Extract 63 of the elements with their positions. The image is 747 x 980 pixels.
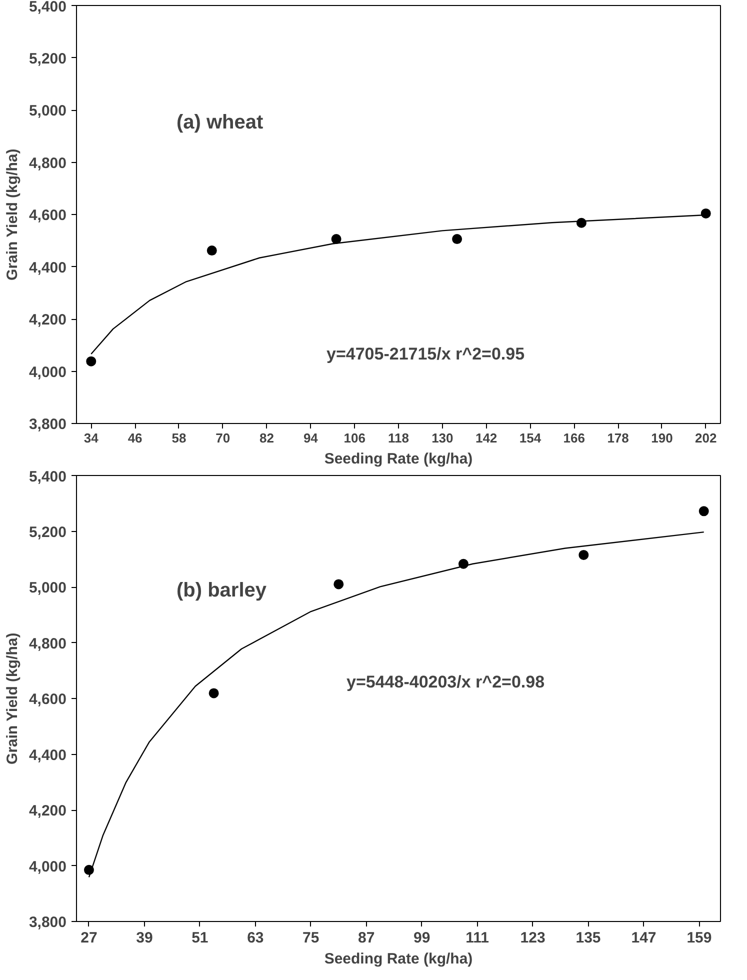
y-tick-label: 4,400	[28, 746, 67, 764]
x-tick-label: 99	[414, 930, 430, 946]
x-tick-label: 94	[303, 430, 319, 446]
x-tick-label: 27	[80, 930, 98, 946]
text: (a) wheat	[176, 112, 264, 134]
annotation: y=5448-40203/x r^2=0.98	[346, 672, 545, 692]
x-axis-title: Seeding Rate (kg/ha)	[324, 950, 473, 968]
x-tick-label: 142	[475, 430, 498, 446]
x-tick-label: 166	[563, 430, 585, 446]
x-tick-label: 202	[695, 430, 717, 446]
y-tick-label: 4,400	[28, 259, 67, 276]
x-tick-label: 87	[358, 930, 375, 946]
x-tick-label: 190	[651, 430, 673, 446]
point	[452, 234, 462, 244]
x-tick-label: 111	[466, 930, 490, 946]
x-tick-label: 39	[136, 930, 153, 946]
x-tick-label: 154	[519, 430, 542, 446]
x-tick-label: 159	[686, 930, 712, 946]
y-tick-label: 5,000	[28, 580, 67, 596]
y-tick-label: 5,400	[28, 0, 67, 16]
x-tick-label: 147	[631, 930, 656, 946]
y-tick-label: 5,000	[28, 102, 67, 120]
annotation: y=4705-21715/x r^2=0.95	[326, 344, 525, 364]
point	[700, 208, 711, 218]
y-tick-label: 4,200	[28, 312, 67, 328]
text: (b) barley	[176, 580, 268, 602]
x-tick-label: 58	[172, 430, 186, 446]
point	[86, 356, 96, 366]
x-tick-label: 75	[302, 930, 320, 946]
y-axis-title: Grain Yield (kg/ha)	[4, 632, 21, 764]
x-tick-label: 63	[247, 930, 264, 946]
point	[208, 688, 219, 698]
point	[206, 246, 217, 256]
line-series	[88, 531, 704, 878]
x-tick-label: 135	[576, 930, 601, 946]
x-tick-label: 46	[128, 430, 142, 446]
y-tick-label: 4,000	[28, 858, 67, 876]
x-tick-label: 106	[344, 430, 366, 446]
x-tick-label: 34	[84, 430, 100, 446]
y-tick-label: 4,600	[28, 207, 67, 224]
y-tick-label: 3,800	[28, 914, 67, 931]
y-tick-label: 3,800	[28, 416, 67, 433]
x-tick-label: 70	[216, 430, 230, 446]
point	[578, 550, 589, 560]
y-axis-title: Grain Yield (kg/ha)	[4, 148, 21, 280]
y-tick-label: 5,400	[28, 468, 67, 486]
x-tick-label: 118	[388, 430, 409, 446]
x-tick-label: 51	[192, 930, 208, 946]
y-tick-label: 4,200	[28, 802, 67, 820]
y-tick-label: 4,800	[28, 154, 67, 172]
y-tick-label: 4,600	[28, 691, 67, 708]
y-tick-label: 5,200	[28, 50, 67, 68]
x-tick-label: 130	[432, 430, 454, 446]
x-tick-label: 82	[260, 430, 274, 446]
point	[331, 234, 342, 244]
y-tick-label: 4,000	[28, 364, 67, 381]
y-tick-label: 5,200	[28, 524, 67, 541]
point	[334, 579, 344, 590]
y-tick-label: 4,800	[28, 635, 67, 652]
x-tick-label: 123	[520, 930, 546, 946]
point	[698, 506, 709, 516]
x-tick-label: 178	[607, 430, 629, 446]
x-axis-title: Seeding Rate (kg/ha)	[324, 450, 473, 468]
